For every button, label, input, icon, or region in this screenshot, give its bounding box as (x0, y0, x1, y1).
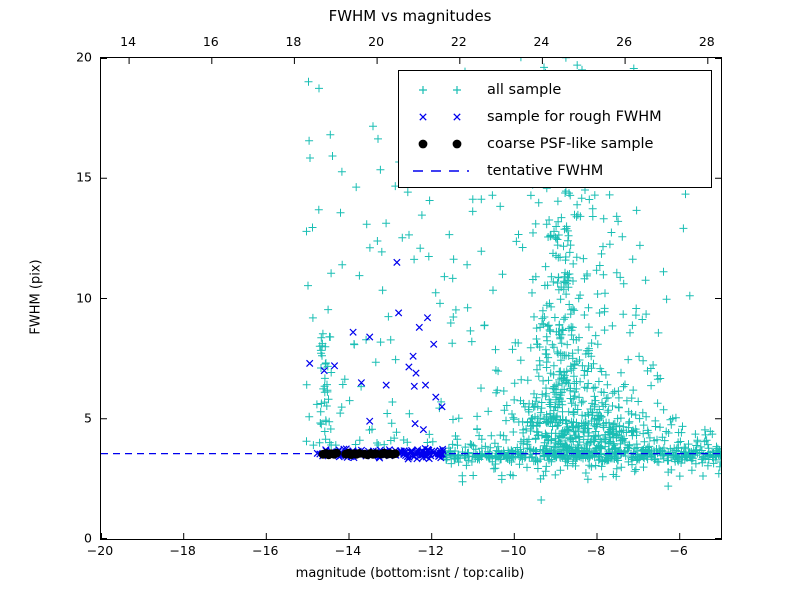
x-bottom-tick-label: −18 (169, 543, 196, 558)
x-top-tick-label: 26 (616, 34, 633, 49)
legend-label: sample for rough FWHM (487, 108, 662, 125)
chart-title: FWHM vs magnitudes (328, 7, 492, 25)
y-tick-label: 15 (76, 169, 92, 185)
coarse-psf-marker (390, 449, 400, 458)
legend-marker-cross-icon (419, 112, 461, 121)
x-top-tick-label: 18 (285, 34, 302, 49)
y-tick-label: 20 (76, 49, 92, 65)
legend-item: sample for rough FWHM (407, 103, 711, 130)
legend-marker-plus-icon (419, 85, 461, 94)
x-top-tick-label: 22 (450, 34, 467, 49)
scatter-plot-canvas (101, 58, 721, 539)
legend-marker-dot-icon (418, 139, 462, 148)
legend-item: all sample (407, 76, 711, 103)
x-bottom-tick-label: −16 (252, 543, 279, 558)
legend-label: all sample (487, 81, 562, 98)
x-bottom-tick-label: −6 (669, 543, 688, 558)
x-top-tick-label: 28 (698, 34, 715, 49)
y-tick-label: 10 (76, 290, 92, 305)
x-bottom-tick-label: −20 (86, 543, 114, 558)
legend-label: tentative FWHM (487, 162, 604, 179)
x-bottom-tick-label: −8 (586, 543, 606, 558)
y-tick-label: 5 (84, 410, 92, 426)
x-bottom-tick-label: −10 (500, 543, 527, 558)
x-bottom-tick-label: −14 (334, 543, 362, 558)
axis-tick-marks (101, 58, 721, 539)
y-axis-label: FWHM (pix) (28, 259, 44, 335)
legend-item: coarse PSF-like sample (407, 130, 711, 157)
legend-item: tentative FWHM (407, 157, 711, 184)
x-top-tick-label: 16 (202, 34, 219, 49)
y-tick-label: 0 (84, 530, 92, 546)
x-axis-label: magnitude (bottom:isnt / top:calib) (295, 566, 525, 581)
x-top-tick-label: 24 (533, 34, 550, 49)
legend-label: coarse PSF-like sample (487, 135, 654, 152)
legend: all sample sample for rough FWHM coarse PS… (398, 70, 712, 188)
legend-marker-dashline-icon (413, 169, 469, 172)
x-top-tick-label: 14 (120, 34, 137, 49)
plot-area (100, 57, 722, 540)
coarse-psf-marker (332, 448, 341, 458)
x-bottom-tick-label: −12 (417, 543, 444, 558)
x-top-tick-label: 20 (368, 34, 385, 49)
